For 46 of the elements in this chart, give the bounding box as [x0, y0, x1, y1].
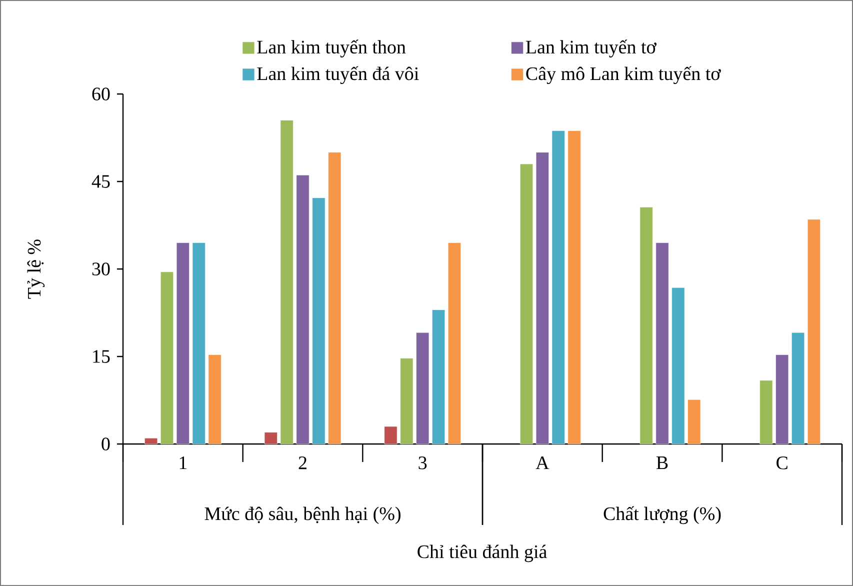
bar — [776, 354, 789, 444]
bar — [448, 242, 461, 444]
legend-label: Lan kim tuyến tơ — [526, 40, 657, 58]
legend-label: Lan kim tuyến đá vôi — [257, 66, 419, 84]
bar — [432, 310, 446, 444]
bar — [400, 358, 414, 444]
text: Mức độ sâu, bệnh hại (%) — [204, 506, 400, 524]
bar — [536, 152, 549, 444]
bar — [552, 130, 565, 444]
bar — [296, 174, 310, 444]
legend-label: Lan kim tuyến thon — [257, 40, 406, 58]
bar — [672, 288, 685, 444]
bar — [312, 198, 326, 444]
bar — [208, 354, 222, 444]
bar — [520, 164, 533, 444]
bar — [568, 130, 581, 444]
x-tick-label: C — [776, 456, 788, 470]
bar — [176, 242, 190, 444]
bar — [792, 332, 805, 444]
x-axis-title: Chỉ tiêu đánh giá — [418, 544, 547, 562]
x-tick-label: A — [536, 456, 550, 470]
y-tick-label: 45 — [92, 175, 110, 188]
bar — [640, 207, 653, 444]
bar — [384, 426, 398, 444]
bar — [264, 432, 278, 444]
legend-label: Cây mô Lan kim tuyến tơ — [526, 66, 721, 84]
y-tick-label: 30 — [92, 262, 110, 276]
x-tick-label: 1 — [180, 456, 187, 470]
x-tick-label: 2 — [298, 456, 306, 470]
bar — [416, 332, 430, 444]
bar — [144, 438, 158, 444]
bar — [160, 272, 174, 444]
bar — [807, 219, 820, 444]
bar — [688, 400, 701, 444]
x-tick-label: B — [656, 456, 668, 470]
bar — [192, 242, 206, 444]
bar — [656, 242, 669, 444]
y-tick-label: 15 — [93, 350, 110, 363]
x-tick-label: 3 — [418, 456, 427, 470]
y-tick-label: 60 — [92, 88, 110, 100]
bar — [280, 120, 294, 444]
y-axis-title: Tỷ lệ % — [27, 240, 45, 299]
y-tick-label: 0 — [102, 438, 110, 450]
bar — [328, 152, 342, 444]
bar — [760, 380, 773, 444]
text: Chất lượng (%) — [604, 506, 721, 524]
